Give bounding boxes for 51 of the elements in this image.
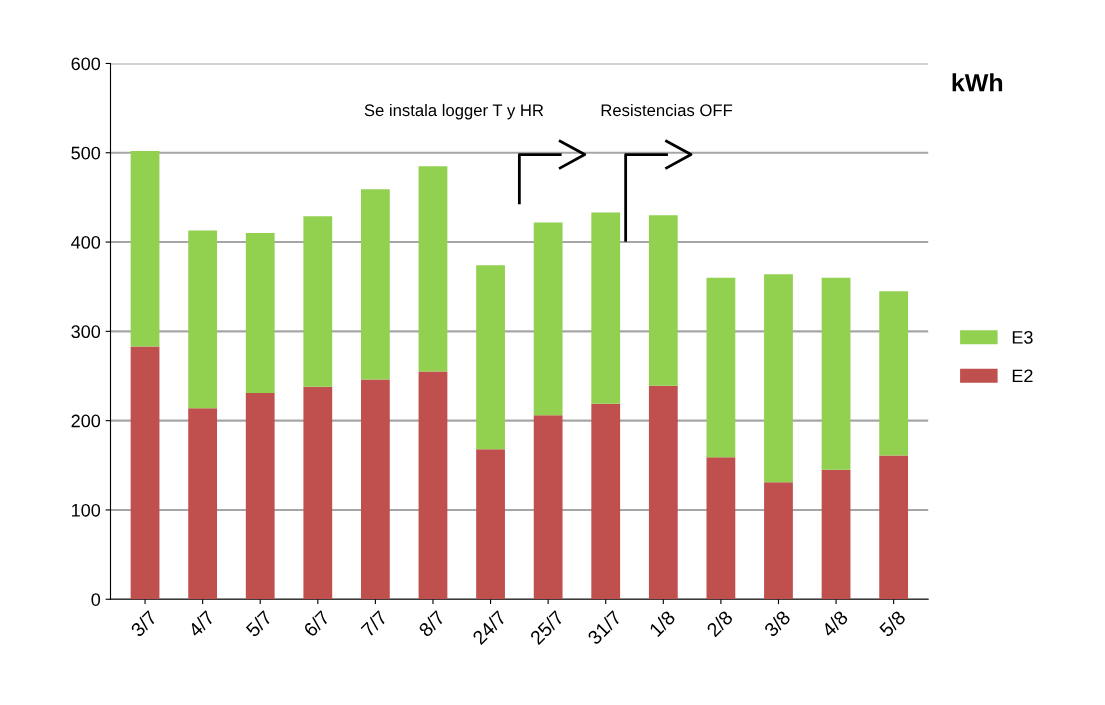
legend-label: E2 [1012, 369, 1033, 383]
bar [188, 230, 218, 409]
bar [648, 215, 678, 386]
bar [533, 222, 563, 416]
annotation: Resistencias OFF [601, 103, 733, 117]
y-tick-label: 600 [71, 57, 101, 71]
bar [591, 212, 621, 404]
bar [188, 408, 218, 600]
y-tick-label: 300 [71, 325, 101, 339]
bar [879, 291, 909, 456]
x-tick-label: 1/8 [648, 609, 676, 638]
x-tick-label: 2/8 [705, 609, 734, 638]
y-tick-label: 400 [71, 235, 101, 249]
bar [303, 386, 333, 600]
x-tick-label: 5/7 [244, 609, 273, 638]
bar [418, 371, 448, 600]
bar [706, 277, 736, 458]
bar [821, 277, 851, 470]
y-tick-label: 200 [71, 414, 101, 428]
bar [879, 455, 909, 600]
bar [360, 189, 390, 380]
y-tick-label: 0 [91, 593, 101, 606]
bar [245, 233, 275, 393]
x-tick-label: 6/7 [302, 609, 331, 638]
x-tick-label: 8/7 [417, 609, 446, 638]
bar [821, 469, 851, 600]
y-tick-label: 500 [71, 146, 101, 160]
bar [476, 265, 505, 450]
x-tick-label: 3/8 [763, 609, 792, 638]
bar [245, 392, 275, 600]
annotation: Se instala logger T y HR [364, 103, 544, 120]
x-tick-label: 5/8 [878, 609, 907, 638]
bar [533, 415, 563, 600]
bar [360, 379, 390, 600]
x-tick-label: 3/7 [129, 609, 158, 638]
bar [476, 449, 505, 600]
x-tick-label: 4/7 [186, 609, 216, 638]
bar [303, 216, 333, 387]
bar [130, 346, 160, 600]
bar [591, 403, 621, 600]
legend-label: E3 [1012, 330, 1033, 344]
bar [648, 385, 678, 600]
bar [764, 274, 793, 483]
bar [764, 482, 793, 600]
bar [130, 150, 160, 347]
x-tick-label: 7/7 [360, 609, 388, 638]
bar [706, 457, 736, 600]
y-tick-label: 100 [72, 503, 101, 517]
bar [418, 166, 448, 372]
x-tick-label: 4/8 [820, 609, 849, 638]
text: kWh [952, 73, 1003, 92]
